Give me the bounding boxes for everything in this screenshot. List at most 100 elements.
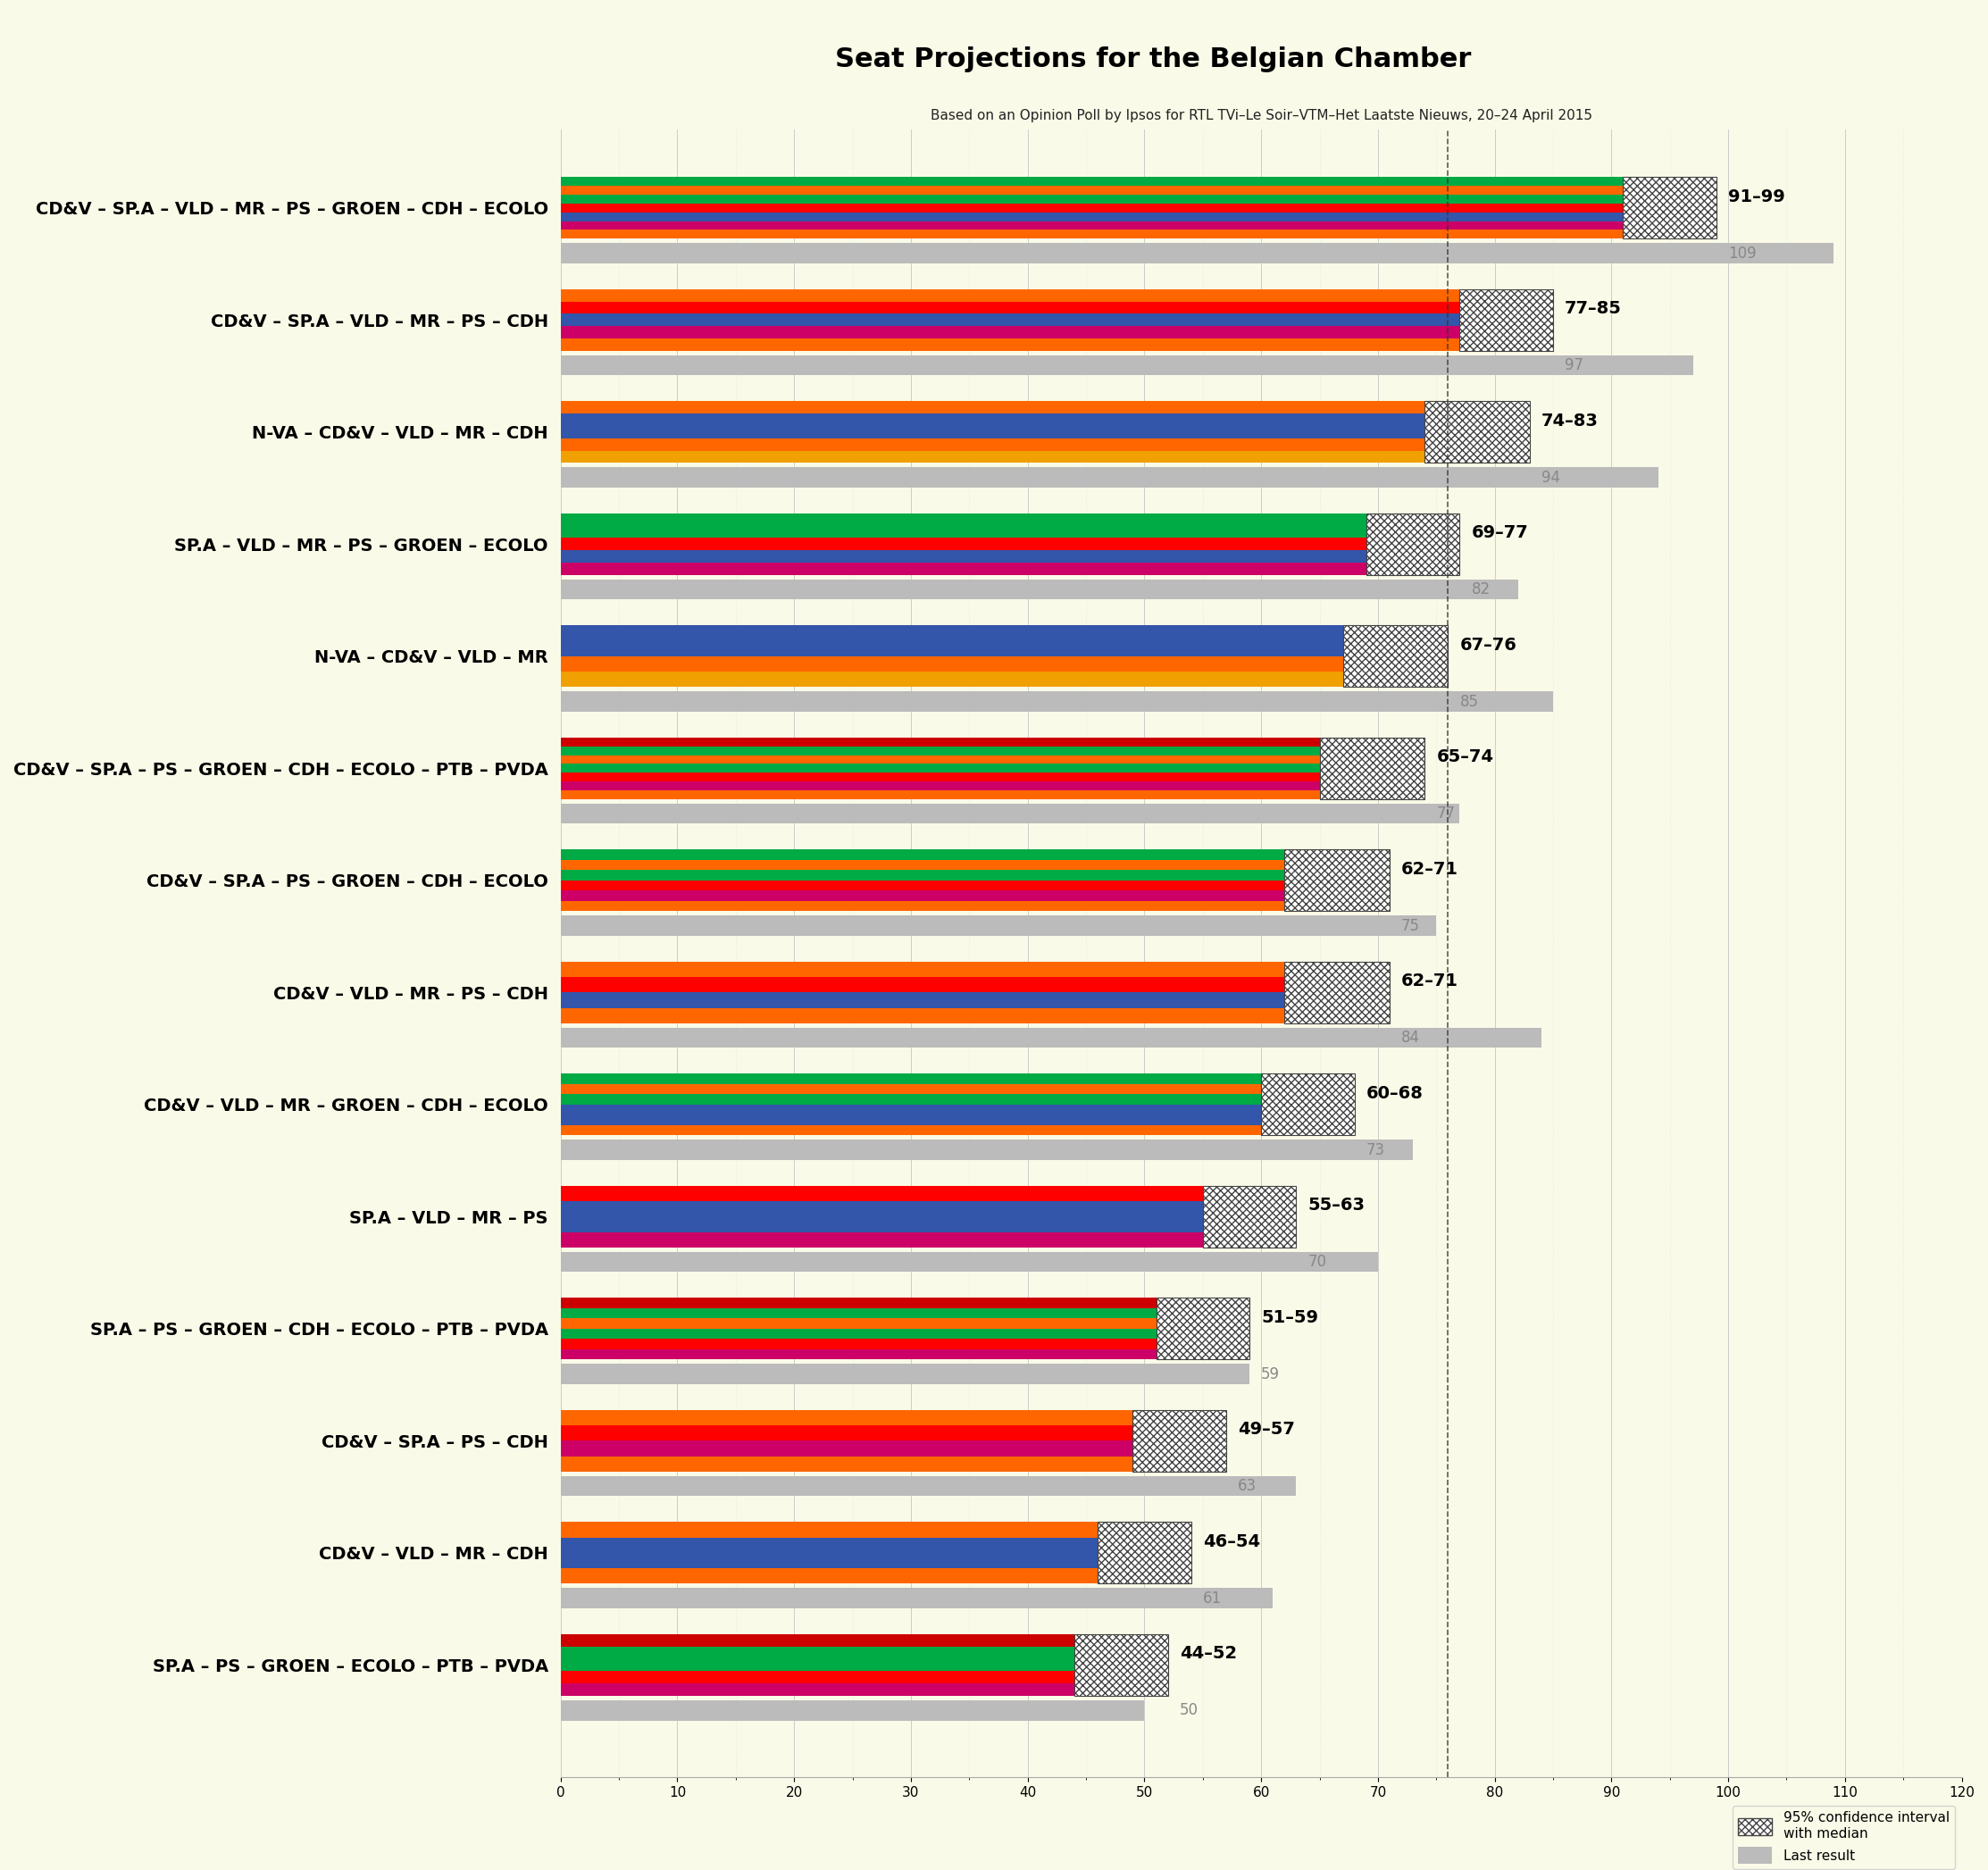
Bar	[561, 1700, 1145, 1720]
Bar	[561, 916, 1435, 935]
Bar	[561, 243, 1833, 264]
Bar	[561, 1298, 1250, 1309]
Text: 75: 75	[1402, 918, 1419, 933]
Bar	[561, 1094, 1354, 1105]
Text: 91–99: 91–99	[1728, 189, 1785, 206]
Bar	[561, 1457, 1227, 1472]
Bar	[561, 1141, 1413, 1159]
Bar	[561, 656, 1447, 671]
Bar	[561, 860, 1390, 870]
Bar	[1074, 1634, 1167, 1696]
Text: 84: 84	[1402, 1030, 1419, 1045]
Bar	[561, 1126, 1354, 1135]
Bar	[561, 1588, 1272, 1608]
Bar	[1320, 737, 1425, 798]
Bar	[561, 451, 1529, 464]
Text: 70: 70	[1308, 1255, 1326, 1270]
Bar	[1366, 512, 1459, 574]
Bar	[561, 1085, 1354, 1094]
Bar	[561, 755, 1425, 763]
Bar	[561, 1569, 1191, 1584]
Bar	[561, 1309, 1250, 1318]
Bar	[561, 338, 1553, 352]
Bar	[561, 178, 1716, 185]
Text: 46–54: 46–54	[1203, 1533, 1260, 1550]
Bar	[561, 230, 1716, 239]
Text: 73: 73	[1366, 1143, 1386, 1158]
Bar	[561, 746, 1425, 755]
Title: Based on an Opinion Poll by Ipsos for RTL TVi–Le Soir–VTM–Het Laatste Nieuws, 20: Based on an Opinion Poll by Ipsos for RT…	[930, 108, 1592, 122]
Text: 65–74: 65–74	[1435, 748, 1493, 765]
Bar	[561, 1339, 1250, 1350]
Bar	[561, 438, 1529, 451]
Bar	[561, 213, 1716, 221]
Bar	[561, 870, 1390, 881]
Bar	[561, 901, 1390, 911]
Bar	[561, 791, 1425, 798]
Text: 77: 77	[1435, 806, 1455, 821]
Text: 55–63: 55–63	[1308, 1197, 1366, 1214]
Text: 63: 63	[1239, 1477, 1256, 1494]
Text: 77–85: 77–85	[1565, 301, 1622, 318]
Bar	[561, 185, 1716, 194]
Bar	[561, 1410, 1227, 1425]
Bar	[561, 1186, 1296, 1201]
Bar	[561, 539, 1459, 550]
Bar	[561, 1522, 1191, 1537]
Bar	[1622, 178, 1716, 239]
Bar	[561, 525, 1459, 539]
Bar	[561, 993, 1390, 1008]
Bar	[561, 804, 1459, 825]
Bar	[561, 1683, 1167, 1696]
Bar	[561, 1350, 1250, 1359]
Bar	[1284, 961, 1390, 1023]
Bar	[561, 314, 1553, 325]
Bar	[561, 1672, 1167, 1683]
Bar	[561, 1232, 1296, 1247]
Bar	[561, 1008, 1390, 1023]
Bar	[561, 550, 1459, 563]
Bar	[1459, 290, 1553, 352]
Text: Seat Projections for the Belgian Chamber: Seat Projections for the Belgian Chamber	[835, 47, 1471, 73]
Bar	[1133, 1410, 1227, 1472]
Bar	[561, 426, 1529, 438]
Bar	[561, 772, 1425, 782]
Bar	[561, 512, 1459, 525]
Text: 44–52: 44–52	[1179, 1646, 1237, 1662]
Bar	[561, 1475, 1296, 1496]
Bar	[1284, 849, 1390, 911]
Bar	[561, 1115, 1354, 1126]
Bar	[561, 737, 1425, 746]
Bar	[561, 692, 1553, 712]
Text: 94: 94	[1541, 469, 1561, 486]
Text: 60–68: 60–68	[1366, 1085, 1423, 1101]
Bar	[561, 204, 1716, 213]
Bar	[561, 1073, 1354, 1085]
Bar	[1097, 1522, 1191, 1584]
Bar	[561, 580, 1519, 600]
Bar	[561, 890, 1390, 901]
Bar	[1425, 402, 1529, 464]
Bar	[561, 1537, 1191, 1552]
Text: 74–83: 74–83	[1541, 413, 1598, 430]
Bar	[561, 1634, 1167, 1646]
Bar	[561, 1217, 1296, 1232]
Bar	[561, 301, 1553, 314]
Text: 51–59: 51–59	[1260, 1309, 1318, 1326]
Bar	[561, 881, 1390, 890]
Text: 109: 109	[1728, 245, 1757, 262]
Text: 67–76: 67–76	[1459, 636, 1517, 653]
Bar	[561, 413, 1529, 426]
Bar	[561, 625, 1447, 641]
Text: 85: 85	[1459, 694, 1479, 709]
Bar	[561, 1646, 1167, 1659]
Bar	[561, 194, 1716, 204]
Bar	[561, 402, 1529, 413]
Bar	[561, 468, 1658, 488]
Bar	[561, 671, 1447, 686]
Text: 59: 59	[1260, 1367, 1280, 1382]
Bar	[561, 782, 1425, 791]
Bar	[561, 849, 1390, 860]
Bar	[561, 1201, 1296, 1217]
Bar	[561, 1659, 1167, 1672]
